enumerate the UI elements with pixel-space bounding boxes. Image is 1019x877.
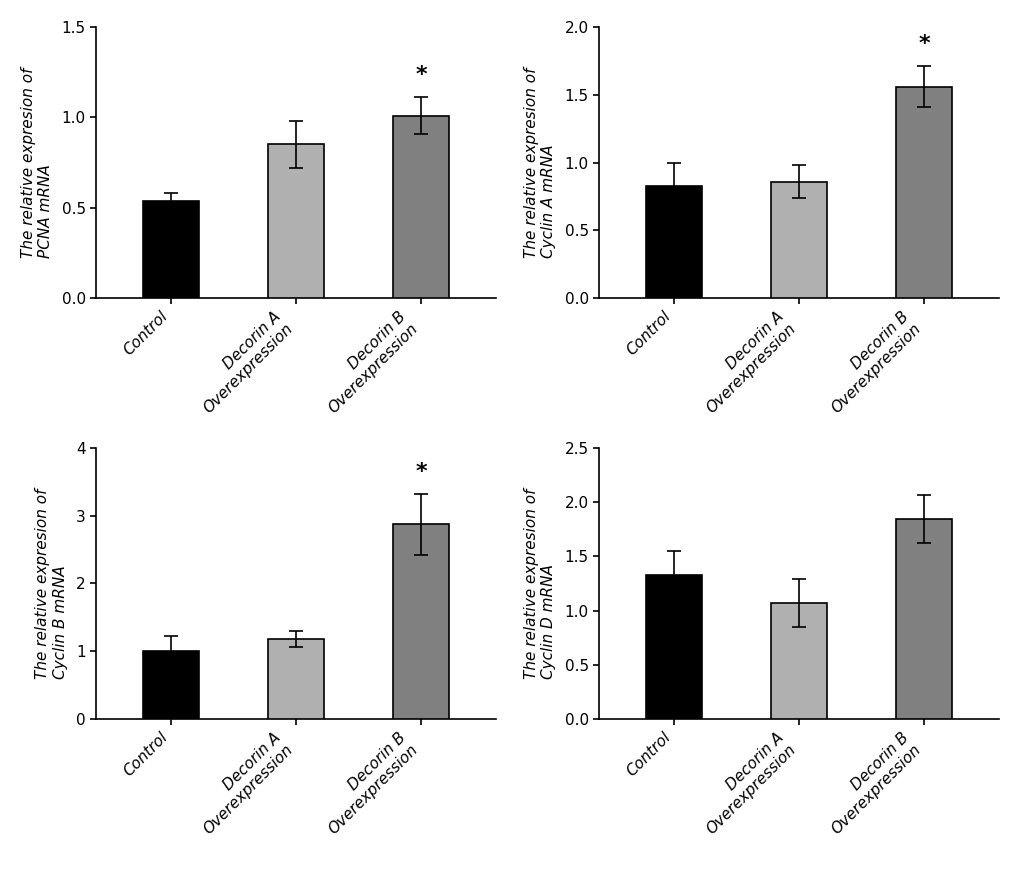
Y-axis label: The relative expresion of
Cyclin B mRNA: The relative expresion of Cyclin B mRNA — [36, 488, 67, 679]
Bar — [268, 639, 324, 719]
Bar — [895, 87, 952, 298]
Bar — [392, 116, 448, 298]
Bar — [392, 524, 448, 719]
Text: *: * — [415, 461, 427, 481]
Text: *: * — [415, 65, 427, 85]
Bar — [770, 182, 826, 298]
Y-axis label: The relative expresion of
PCNA mRNA: The relative expresion of PCNA mRNA — [20, 68, 53, 258]
Bar — [143, 652, 199, 719]
Bar — [895, 519, 952, 719]
Bar — [645, 186, 702, 298]
Bar — [645, 574, 702, 719]
Bar — [268, 145, 324, 298]
Bar — [143, 201, 199, 298]
Text: *: * — [917, 34, 929, 54]
Y-axis label: The relative expresion of
Cyclin D mRNA: The relative expresion of Cyclin D mRNA — [524, 488, 555, 679]
Y-axis label: The relative expresion of
Cyclin A mRNA: The relative expresion of Cyclin A mRNA — [524, 68, 555, 258]
Bar — [770, 603, 826, 719]
